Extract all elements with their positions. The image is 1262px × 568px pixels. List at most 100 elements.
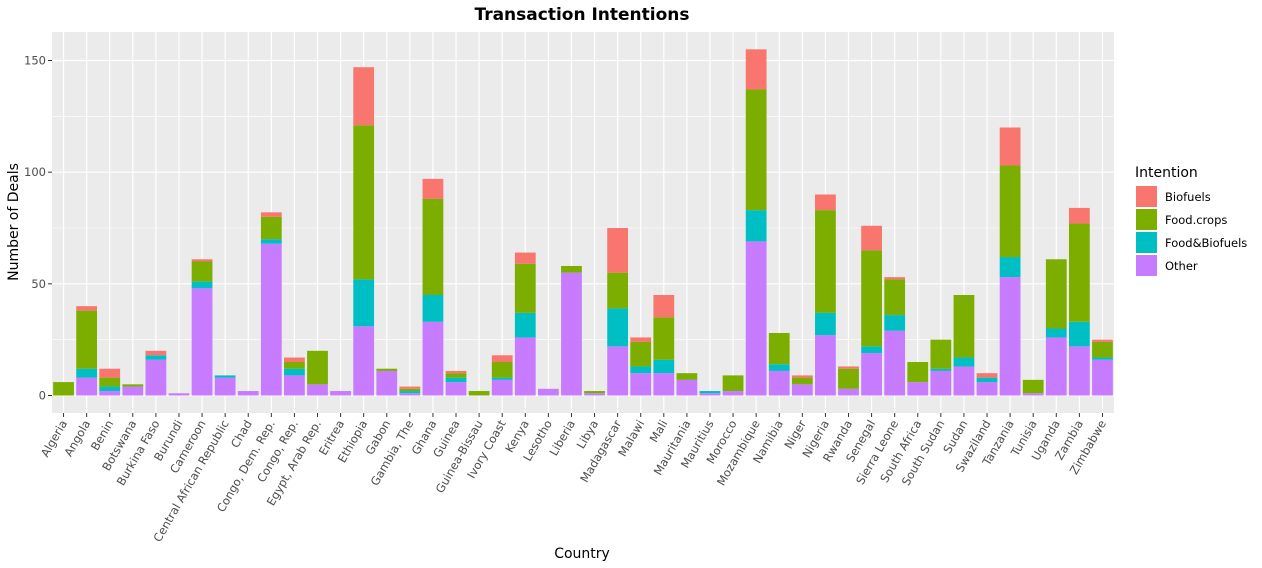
bar-segment-biofuels <box>145 350 167 356</box>
legend-label: Other <box>1165 259 1198 273</box>
bar-segment-food-crops <box>745 89 767 211</box>
bar-segment-biofuels <box>1068 207 1090 224</box>
bar-segment-other <box>99 391 121 396</box>
bar-segment-food-biofuels <box>745 210 767 242</box>
bar-segment-food-biofuels <box>815 312 836 336</box>
bar-segment-other <box>191 288 213 396</box>
bar-segment-other <box>445 382 467 396</box>
bar-segment-biofuels <box>491 355 513 362</box>
bar-segment-food-biofuels <box>976 377 998 383</box>
bar-segment-other <box>815 335 836 396</box>
legend-key-biofuels <box>1136 186 1157 207</box>
bar-segment-food-biofuels <box>884 315 906 331</box>
bar-segment-other <box>491 379 513 396</box>
bar-segment-food-crops <box>630 341 652 367</box>
bar-segment-biofuels <box>815 194 836 211</box>
bar-segment-other <box>76 377 98 396</box>
bar-segment-food-crops <box>561 265 582 273</box>
bar-segment-other <box>1092 359 1113 396</box>
bar-segment-food-biofuels <box>607 308 629 347</box>
bar-segment-biofuels <box>191 259 213 262</box>
bar-segment-food-crops <box>791 377 813 385</box>
bar-segment-other <box>376 370 398 396</box>
bar-segment-food-biofuels <box>1068 321 1090 347</box>
bar-segment-biofuels <box>976 373 998 378</box>
bar-segment-other <box>168 393 190 396</box>
bar-segment-other <box>260 243 282 396</box>
legend: Intention Biofuels Food.crops Food&Biofuel… <box>1135 165 1247 276</box>
plot-panel <box>52 32 1114 413</box>
bar-segment-biofuels <box>76 306 98 311</box>
bar-segment-other <box>1045 337 1067 396</box>
bar-segment-other <box>653 373 675 396</box>
bar-segment-other <box>307 384 328 396</box>
legend-key-food-biofuels <box>1136 232 1157 253</box>
legend-label: Food&Biofuels <box>1165 236 1247 250</box>
bar-segment-food-crops <box>191 261 213 282</box>
bar-segment-food-biofuels <box>353 279 375 327</box>
bar-segment-food-crops <box>999 165 1021 258</box>
bar-segment-food-biofuels <box>699 391 721 394</box>
bar-segment-food-crops <box>491 362 513 378</box>
bar-segment-food-biofuels <box>191 281 213 289</box>
bar-segment-other <box>214 377 236 396</box>
bar-segment-food-biofuels <box>861 346 882 354</box>
bar-segment-biofuels <box>445 370 467 374</box>
bar-segment-food-biofuels <box>930 368 952 371</box>
y-axis: 0 50 100 150 <box>24 54 52 403</box>
bar-segment-food-crops <box>607 272 629 309</box>
bar-segment-food-crops <box>722 375 744 392</box>
bar-segment-food-biofuels <box>491 377 513 380</box>
legend-title: Intention <box>1135 165 1198 181</box>
bar-segment-food-crops <box>1045 259 1067 329</box>
bar-segment-food-biofuels <box>76 368 98 378</box>
bar-segment-food-biofuels <box>653 359 675 374</box>
bar-segment-other <box>791 384 813 396</box>
bar-segment-food-crops <box>76 310 98 369</box>
bar-segment-food-biofuels <box>768 364 790 371</box>
bar-segment-food-crops <box>53 382 74 396</box>
bar-segment-other <box>699 393 721 396</box>
bar-segment-other <box>884 330 906 396</box>
bar-segment-food-biofuels <box>953 357 975 367</box>
bar-segment-food-crops <box>768 332 790 365</box>
x-axis-title: Country <box>554 546 610 562</box>
bar-segment-food-crops <box>422 198 444 295</box>
bar-segment-food-crops <box>1068 223 1090 322</box>
bar-segment-other <box>584 393 605 396</box>
bar-segment-other <box>838 388 859 396</box>
bar-segment-food-biofuels <box>445 377 467 383</box>
bar-segment-other <box>1068 346 1090 396</box>
bar-segment-other <box>745 241 767 396</box>
bar-segment-biofuels <box>884 277 906 280</box>
bar-segment-other <box>676 379 698 396</box>
bar-segment-biofuels <box>399 386 421 389</box>
bar-segment-food-crops <box>468 391 490 396</box>
bars-group <box>53 49 1113 396</box>
bar-segment-food-crops <box>676 373 698 380</box>
y-tick-label: 150 <box>24 54 46 68</box>
bar-segment-other <box>399 393 421 396</box>
bar-segment-food-biofuels <box>284 368 305 376</box>
bar-segment-other <box>122 386 144 396</box>
bar-segment-food-crops <box>399 388 421 392</box>
bar-segment-biofuels <box>630 337 652 342</box>
bar-segment-food-crops <box>907 362 929 383</box>
bar-segment-biofuels <box>653 295 675 318</box>
y-tick-label: 0 <box>39 389 46 403</box>
bar-segment-food-biofuels <box>214 375 236 378</box>
bar-segment-other <box>237 391 259 396</box>
bar-segment-biofuels <box>422 178 444 199</box>
bar-segment-food-crops <box>122 384 144 387</box>
x-tick-label: Mali <box>647 418 671 445</box>
bar-segment-food-biofuels <box>145 355 167 360</box>
bar-segment-food-biofuels <box>260 239 282 244</box>
bar-segment-food-crops <box>376 368 398 371</box>
bar-segment-other <box>514 337 536 396</box>
y-axis-title: Number of Deals <box>6 163 22 281</box>
bar-segment-other <box>1022 393 1044 396</box>
legend-key-other <box>1136 255 1157 276</box>
legend-label: Food.crops <box>1165 213 1227 227</box>
